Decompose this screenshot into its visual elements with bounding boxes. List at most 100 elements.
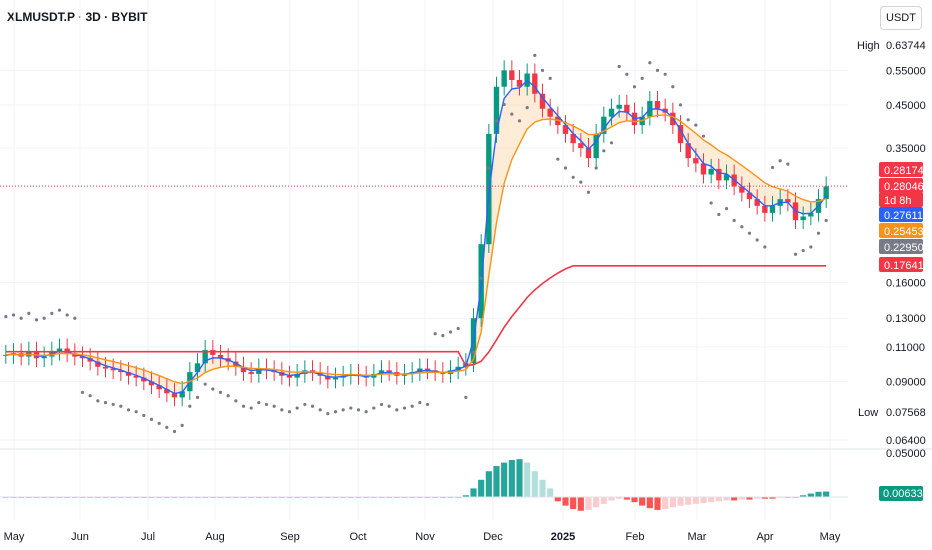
psar-dot (525, 106, 529, 110)
psar-dot (257, 401, 261, 405)
psar-dot (433, 332, 437, 336)
psar-dot (103, 401, 108, 405)
psar-dot (724, 207, 729, 211)
price-axis[interactable]: 0.55000 0.45000 0.35000 0.16000 0.13000 0.110… (857, 40, 926, 460)
candle-body (148, 381, 155, 386)
psar-dot (57, 308, 62, 312)
psar-dot (349, 406, 353, 410)
psar-dot (563, 166, 568, 170)
time-tick-label: May (820, 531, 841, 543)
candle-body (248, 372, 254, 374)
histogram-bar (654, 497, 661, 510)
psar-dot (448, 330, 453, 334)
time-tick-label: May (4, 531, 25, 543)
psar-dot (96, 399, 100, 403)
time-tick-label: Jul (141, 531, 155, 543)
candle-body (194, 363, 201, 373)
candle-body (240, 366, 247, 373)
candle-body (118, 370, 124, 373)
histogram-bar (669, 497, 676, 508)
psar-dot (318, 408, 322, 412)
candle-body (156, 385, 162, 390)
time-axis[interactable]: May Jun Jul Aug Sep Oct Nov Dec 2025 Feb Mar Apr May (4, 531, 841, 543)
psar-dot (142, 413, 146, 418)
histogram-badge-label: 0.00633 (883, 488, 923, 500)
psar-dot (42, 316, 46, 320)
psar-dot (264, 402, 269, 407)
price-badge-label: 0.17641 (884, 260, 924, 272)
candle-body (179, 391, 185, 398)
time-tick-label: Apr (756, 531, 773, 543)
candle-body (217, 354, 224, 359)
histogram-bar (662, 497, 669, 510)
candle-body (746, 192, 753, 200)
candle-body (210, 350, 216, 355)
time-tick-label: Nov (415, 531, 435, 543)
candle-body (547, 108, 553, 117)
psar-dot (717, 212, 721, 217)
price-badge: 0.25453 (879, 223, 924, 238)
psar-dot (602, 149, 606, 153)
price-badges: 0.28174 0.28046 1d 8h 0.27611 0.25453 0.22950… (879, 162, 924, 501)
histogram-bar (692, 497, 699, 504)
histogram-bar (501, 462, 508, 497)
candle-body (754, 199, 760, 206)
candle-body (578, 143, 584, 149)
candle-body (769, 205, 776, 213)
candle-body (3, 354, 9, 356)
candle-body (654, 101, 661, 109)
candle-body (56, 348, 63, 352)
candle-body (325, 375, 331, 380)
histogram-bar (708, 497, 715, 503)
histogram-bar (493, 466, 500, 497)
time-tick-label: 2025 (551, 531, 575, 543)
histogram-bar (554, 497, 561, 502)
candle-body (87, 358, 93, 362)
histogram-bar (677, 497, 684, 506)
psar-dot (793, 252, 798, 256)
candle-body (716, 168, 722, 181)
time-tick-label: Sep (280, 531, 300, 543)
histogram-bar (616, 497, 623, 499)
psar-dot (671, 85, 675, 89)
psar-dot (172, 429, 177, 434)
histogram-bar (738, 497, 745, 500)
high-value: 0.63744 (886, 40, 926, 52)
psar-dot (356, 408, 361, 412)
psar-dot (502, 102, 506, 107)
psar-dot (686, 118, 690, 122)
histogram-bar (639, 497, 646, 506)
price-badge-bg (879, 162, 923, 177)
time-tick-label: Mar (688, 531, 707, 543)
histogram (0, 448, 932, 511)
price-tick-label: 0.11000 (886, 342, 925, 354)
psar-dot (801, 248, 805, 253)
psar-dot (786, 162, 790, 166)
psar-dot (609, 141, 614, 145)
currency-selector[interactable]: USDT (880, 6, 922, 30)
candle-body (555, 116, 561, 126)
candle-body (608, 108, 615, 117)
histogram-bar (723, 497, 730, 501)
candle-body (570, 133, 576, 144)
histogram-bar (516, 459, 523, 497)
low-label: Low (858, 407, 878, 419)
candle-body (95, 361, 101, 367)
price-badge-label: 0.28046 (884, 181, 924, 193)
histogram-badge: 0.00633 (879, 486, 923, 501)
psar-dot (548, 76, 552, 80)
candle-body (539, 93, 546, 109)
histogram-bar (577, 497, 584, 511)
candle-body (501, 70, 507, 87)
psar-dot (157, 421, 161, 425)
psar-dot (579, 180, 583, 184)
candle-body (723, 174, 730, 181)
candle-body (102, 366, 109, 369)
price-badge-bg (879, 239, 923, 254)
candle-body (509, 70, 515, 80)
psar-dot (333, 410, 338, 414)
psar-dot (180, 423, 184, 427)
candle-body (739, 186, 745, 193)
histogram-bar (570, 497, 577, 510)
